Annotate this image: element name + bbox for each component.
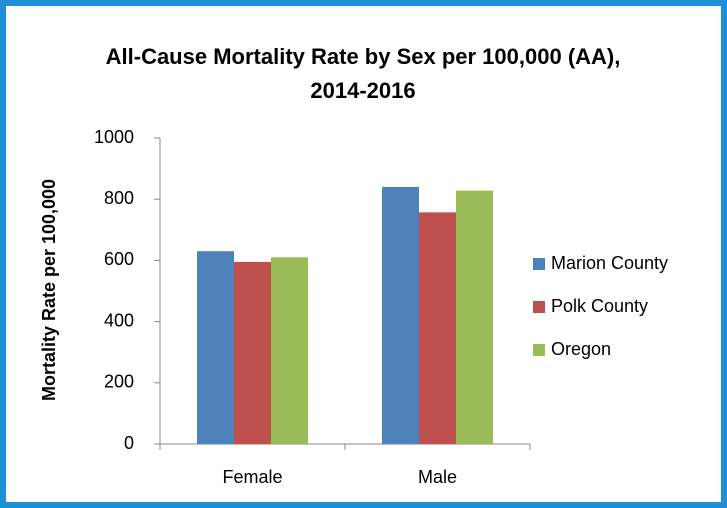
chart-title: All-Cause Mortality Rate by Sex per 100,… [105,44,621,103]
y-tick-label: 600 [104,249,134,269]
bar [234,261,271,444]
legend-swatch [533,258,545,270]
legend-label: Oregon [551,339,611,359]
x-tick-label: Female [222,467,282,487]
y-tick-label: 1000 [94,127,134,147]
bar [382,186,419,444]
legend-swatch [533,344,545,356]
bar [456,190,493,444]
y-axis-label: Mortality Rate per 100,000 [39,179,59,401]
legend-label: Marion County [551,253,668,273]
y-tick-label: 0 [124,433,134,453]
y-tick-label: 200 [104,372,134,392]
bar [419,212,456,444]
x-tick-label: Male [418,467,457,487]
bar [271,257,308,444]
y-tick-label: 400 [104,310,134,330]
y-tick-label: 800 [104,188,134,208]
legend-label: Polk County [551,296,648,316]
bar [197,251,234,444]
legend-swatch [533,301,545,313]
